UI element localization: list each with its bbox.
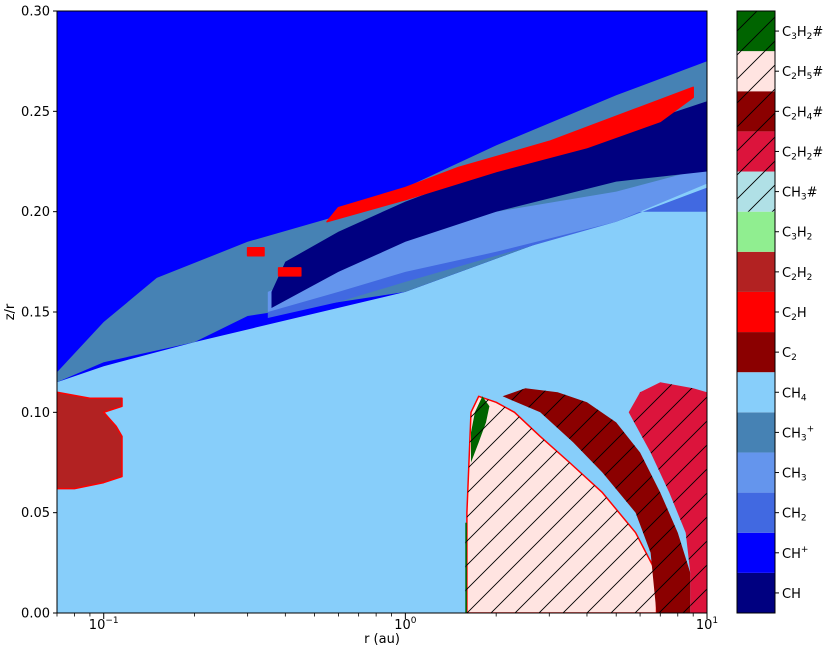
legend-label-ch3-plus: CH3​+​ xyxy=(782,424,814,443)
region-hatch-c3h2-ice xyxy=(471,396,490,463)
legend-label-ch3-ice: CH3​# xyxy=(782,186,818,203)
y-tick-label: 0.15 xyxy=(21,306,50,321)
region-hatch-c2h4-ice xyxy=(502,388,691,613)
legend-label-c2h2-ice: C2​H2​# xyxy=(782,145,823,162)
region-c2h xyxy=(326,86,694,223)
region-c2h xyxy=(246,247,265,257)
x-axis: 10−1 100 101 xyxy=(56,613,718,633)
legend-label-c2h: C2​H xyxy=(782,306,807,323)
y-axis-label: z/r xyxy=(3,303,18,320)
legend-hatch-c2h4-ice xyxy=(737,91,775,132)
region-ch3 xyxy=(267,167,707,312)
legend-label-ch3: CH3​ xyxy=(782,467,807,484)
y-tick-label: 0.30 xyxy=(21,5,50,20)
y-axis: 0.00 0.05 0.10 0.15 0.20 0.25 0.30 xyxy=(21,5,57,622)
legend-colorbar: CH CH+​ CH2​ CH3​ CH3​+​ CH4​ C2​ C2​H C2​H2​ C3​… xyxy=(736,10,823,614)
x-tick-label: 100 xyxy=(394,616,417,633)
legend-label-c2h4-ice: C2​H4​# xyxy=(782,105,823,122)
legend-swatch-ch xyxy=(737,572,775,613)
x-axis-label: r (au) xyxy=(364,632,400,647)
legend-swatch-ch3-plus xyxy=(737,412,775,453)
legend-swatch-ch-plus xyxy=(737,532,775,573)
legend-hatch-ch3-ice xyxy=(737,171,775,212)
legend-label-c2h2: C2​H2​ xyxy=(782,266,812,283)
legend-label-ch4: CH4​ xyxy=(782,386,807,403)
region-hatch-c2h2-ice xyxy=(628,382,707,613)
legend-hatch-c3h2-ice xyxy=(737,11,775,52)
legend-swatch-c2 xyxy=(737,332,775,373)
legend-frame xyxy=(736,10,776,614)
legend-label-c2h5-ice: C2​H5​# xyxy=(782,65,823,82)
y-tick-label: 0.10 xyxy=(21,406,50,421)
legend-label-c3h2-ice: C3​H2​# xyxy=(782,25,823,42)
region-ch xyxy=(271,101,707,308)
legend-label-ch: CH xyxy=(782,587,801,602)
legend-label-c3h2: C3​H2​ xyxy=(782,226,812,243)
x-tick-label: 10−1 xyxy=(89,616,119,633)
legend-swatch-c2h xyxy=(737,291,775,333)
y-tick-label: 0.00 xyxy=(21,607,50,622)
legend-label-c2: C2​ xyxy=(782,346,797,363)
y-tick-label: 0.25 xyxy=(21,105,50,120)
plot-area xyxy=(57,11,707,613)
x-tick-label: 101 xyxy=(696,616,718,633)
legend-swatch-c2h2 xyxy=(737,251,775,292)
region-hatch-c2h5-ice xyxy=(466,396,657,613)
legend-swatch-ch2 xyxy=(737,492,775,533)
legend-label-ch2: CH2​ xyxy=(782,507,807,524)
region-hatch-c3h2-ice xyxy=(465,522,467,613)
legend-hatch-c2h5-ice xyxy=(737,51,775,92)
region-c2h2 xyxy=(57,391,123,490)
legend-swatch-ch3 xyxy=(737,452,775,493)
legend-swatch-c3h2 xyxy=(737,211,775,252)
y-tick-label: 0.20 xyxy=(21,205,50,220)
legend-label-ch-plus: CH+​ xyxy=(782,545,808,562)
legend-swatch-ch4 xyxy=(737,372,775,413)
legend-hatch-c2h2-ice xyxy=(737,131,775,172)
y-tick-label: 0.05 xyxy=(21,506,50,521)
region-c2h xyxy=(277,267,302,277)
